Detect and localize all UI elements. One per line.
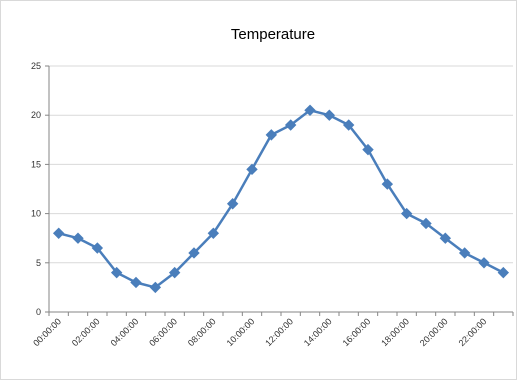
- y-tick-label-15: 15: [31, 159, 41, 169]
- data-point-14: [323, 109, 336, 121]
- x-tick-label-02-00-00: 02:00:00: [70, 316, 102, 348]
- y-tick-label-20: 20: [31, 110, 41, 120]
- data-point-18: [400, 207, 413, 220]
- x-tick-labels: 00:00:00 02:00:00 04:00:00 06:00:00 08:00:00…: [31, 316, 488, 348]
- x-tick-label-12-00-00: 12:00:00: [263, 316, 295, 348]
- data-point-10: [246, 163, 258, 176]
- series-line-0: [58, 109, 504, 289]
- data-point-16: [362, 143, 374, 156]
- data-point-3: [110, 266, 123, 279]
- x-tick-label-10-00-00: 10:00:00: [225, 316, 257, 348]
- chart-title: Temperature: [231, 26, 315, 43]
- data-point-17: [381, 178, 394, 190]
- y-tick-label-25: 25: [31, 61, 41, 71]
- x-tick-label-04-00-00: 04:00:00: [109, 316, 141, 348]
- x-tick-label-06-00-00: 06:00:00: [147, 316, 179, 348]
- grid-lines: [49, 65, 513, 264]
- y-tick-label-5: 5: [36, 258, 41, 268]
- data-point-2: [91, 242, 104, 254]
- data-point-12: [284, 119, 297, 131]
- data-point-20: [439, 232, 452, 244]
- x-tick-label-20-00-00: 20:00:00: [418, 316, 450, 348]
- x-tick-label-22-00-00: 22:00:00: [457, 316, 489, 348]
- x-tick-label-16-00-00: 16:00:00: [341, 316, 373, 348]
- data-point-23: [497, 266, 510, 279]
- y-tick-label-0: 0: [36, 307, 41, 317]
- data-point-5: [149, 281, 162, 294]
- data-point-0: [52, 227, 65, 239]
- data-point-4: [130, 276, 142, 289]
- data-point-15: [342, 119, 355, 131]
- data-point-7: [188, 247, 200, 259]
- data-point-19: [420, 217, 432, 230]
- series-temperature: [52, 104, 510, 294]
- data-point-8: [207, 227, 220, 239]
- data-point-6: [168, 266, 181, 279]
- data-point-9: [226, 198, 239, 210]
- axes: [45, 65, 514, 316]
- data-point-1: [72, 232, 84, 244]
- x-tick-label-08-00-00: 08:00:00: [186, 316, 218, 348]
- data-point-21: [458, 247, 471, 259]
- data-point-11: [265, 129, 278, 141]
- data-point-13: [304, 104, 316, 116]
- y-tick-labels: 0 5 10 15 20 25: [31, 61, 41, 317]
- x-tick-label-14-00-00: 14:00:00: [302, 316, 334, 348]
- x-tick-label-00-00-00: 00:00:00: [31, 316, 63, 348]
- data-point-22: [478, 257, 490, 269]
- y-tick-label-10: 10: [31, 209, 41, 219]
- x-tick-label-18-00-00: 18:00:00: [379, 316, 411, 348]
